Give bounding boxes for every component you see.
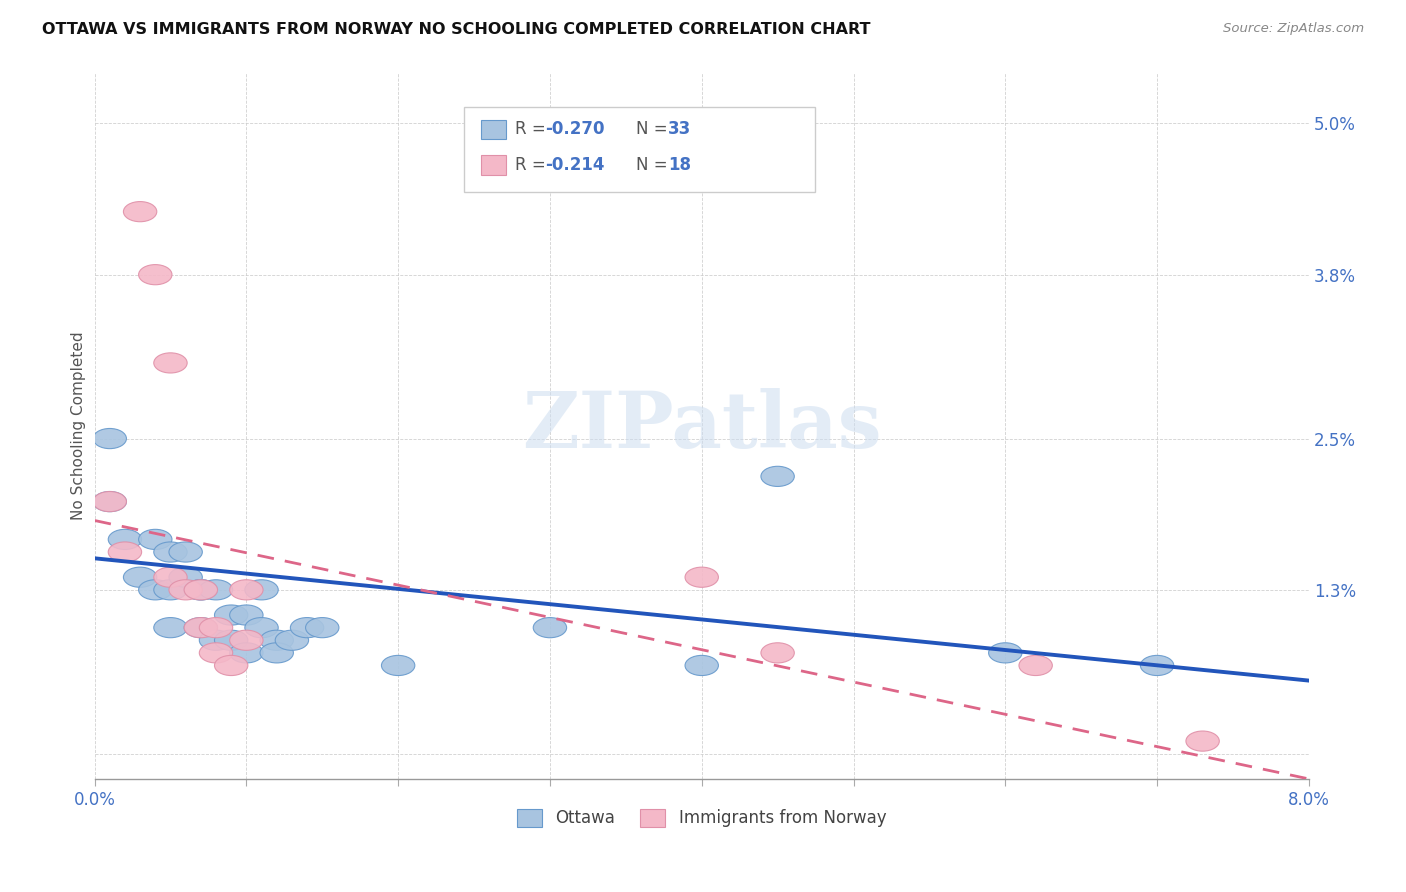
Ellipse shape [1185, 731, 1219, 751]
Ellipse shape [184, 580, 218, 600]
Ellipse shape [108, 529, 142, 549]
Ellipse shape [1019, 656, 1052, 675]
Text: 33: 33 [668, 120, 692, 138]
Ellipse shape [229, 643, 263, 663]
Ellipse shape [153, 353, 187, 373]
Text: 18: 18 [668, 156, 690, 174]
Text: N =: N = [636, 120, 672, 138]
Ellipse shape [200, 617, 233, 638]
Ellipse shape [153, 542, 187, 562]
Text: N =: N = [636, 156, 672, 174]
Legend: Ottawa, Immigrants from Norway: Ottawa, Immigrants from Norway [510, 802, 893, 834]
Text: OTTAWA VS IMMIGRANTS FROM NORWAY NO SCHOOLING COMPLETED CORRELATION CHART: OTTAWA VS IMMIGRANTS FROM NORWAY NO SCHO… [42, 22, 870, 37]
Ellipse shape [260, 643, 294, 663]
Ellipse shape [169, 542, 202, 562]
Ellipse shape [153, 617, 187, 638]
Ellipse shape [108, 542, 142, 562]
Ellipse shape [139, 529, 172, 549]
Ellipse shape [533, 617, 567, 638]
Ellipse shape [153, 580, 187, 600]
Ellipse shape [761, 467, 794, 486]
Ellipse shape [93, 491, 127, 512]
Ellipse shape [685, 567, 718, 587]
Text: R =: R = [515, 120, 551, 138]
Ellipse shape [139, 265, 172, 285]
Ellipse shape [229, 630, 263, 650]
Ellipse shape [200, 643, 233, 663]
Ellipse shape [184, 617, 218, 638]
Text: Source: ZipAtlas.com: Source: ZipAtlas.com [1223, 22, 1364, 36]
Ellipse shape [215, 605, 247, 625]
Ellipse shape [184, 617, 218, 638]
Ellipse shape [124, 567, 157, 587]
Ellipse shape [988, 643, 1022, 663]
Ellipse shape [260, 630, 294, 650]
Ellipse shape [761, 643, 794, 663]
Ellipse shape [215, 630, 247, 650]
Text: -0.270: -0.270 [546, 120, 605, 138]
Ellipse shape [93, 491, 127, 512]
Ellipse shape [245, 617, 278, 638]
Text: ZIPatlas: ZIPatlas [522, 388, 882, 464]
Ellipse shape [215, 656, 247, 675]
Ellipse shape [124, 202, 157, 222]
Ellipse shape [229, 605, 263, 625]
Ellipse shape [153, 567, 187, 587]
Ellipse shape [291, 617, 323, 638]
Ellipse shape [276, 630, 308, 650]
Ellipse shape [245, 580, 278, 600]
Ellipse shape [169, 580, 202, 600]
Ellipse shape [305, 617, 339, 638]
Y-axis label: No Schooling Completed: No Schooling Completed [72, 332, 86, 520]
Ellipse shape [229, 580, 263, 600]
Ellipse shape [184, 580, 218, 600]
Ellipse shape [93, 428, 127, 449]
Ellipse shape [184, 580, 218, 600]
Ellipse shape [169, 567, 202, 587]
Ellipse shape [381, 656, 415, 675]
Text: -0.214: -0.214 [546, 156, 605, 174]
Ellipse shape [1140, 656, 1174, 675]
Ellipse shape [200, 580, 233, 600]
Ellipse shape [685, 656, 718, 675]
Text: R =: R = [515, 156, 551, 174]
Ellipse shape [139, 580, 172, 600]
Ellipse shape [200, 630, 233, 650]
